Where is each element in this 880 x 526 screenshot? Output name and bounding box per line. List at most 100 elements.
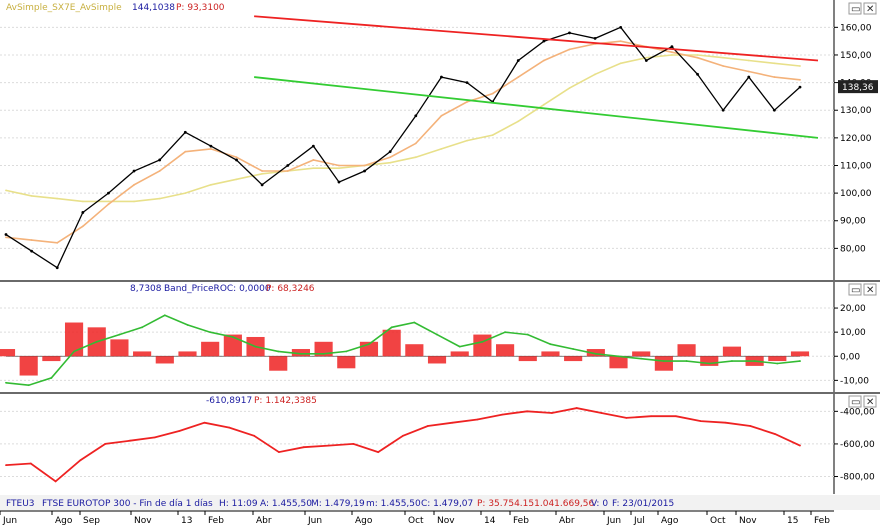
moving-average-slow-point <box>56 197 59 200</box>
x-tick-label: Feb <box>513 516 529 526</box>
roc-bar <box>42 356 61 362</box>
roc-header-indicator: Band_PriceROC: 0,0000 <box>164 284 271 294</box>
x-tick-label: Jun <box>2 516 17 526</box>
price-point <box>363 169 366 173</box>
moving-average-slow-point <box>414 156 417 159</box>
price-point <box>798 85 802 89</box>
x-axis: Jun Ago Sep Nov 13 Feb Abr Jun Ago Oct Nov 14 Feb Abr… <box>0 511 830 526</box>
axis-layer: 80,0090,00100,00110,00120,00130,00140,00… <box>834 23 875 483</box>
moving-average-slow-point <box>5 189 7 192</box>
moving-average-fast-point <box>517 76 520 78</box>
roc-close-button[interactable]: ✕ <box>863 283 877 296</box>
moving-average-fast-point <box>568 48 571 51</box>
price-tick-label: 120,00 <box>840 134 872 144</box>
x-tick-label: Abr <box>256 516 272 526</box>
moving-average-slow-point <box>312 167 315 170</box>
moving-average-slow-point <box>30 194 33 197</box>
price-tick-label: 80,00 <box>840 244 866 254</box>
moving-average-slow-point <box>619 62 622 65</box>
roc-band-point <box>458 345 461 348</box>
roc-band-point <box>50 377 53 379</box>
roc-band-point <box>141 326 144 329</box>
roc-band-point <box>209 331 212 334</box>
expand-icon: ▭ <box>851 4 860 15</box>
roc-bar <box>64 322 84 357</box>
price-point <box>235 158 238 162</box>
roc-bar <box>133 351 152 357</box>
roc-bar <box>768 356 787 362</box>
trendline-upper <box>254 15 819 62</box>
roc-band-point <box>95 340 98 343</box>
moving-average-slow-point <box>184 192 187 195</box>
close-icon: ✕ <box>866 285 874 296</box>
roc-tick-label: -10,00 <box>840 376 869 386</box>
price-tick-label: 130,00 <box>840 106 872 116</box>
bottom-point <box>29 462 32 465</box>
roc-bar <box>586 349 605 357</box>
roc-bar <box>0 349 16 357</box>
roc-band-point <box>617 355 620 358</box>
roc-band-point <box>504 331 506 334</box>
roc-band-point <box>481 340 484 343</box>
price-point <box>132 169 136 173</box>
price-point <box>440 75 443 79</box>
moving-average-slow-point <box>594 73 596 76</box>
moving-average-fast-point <box>184 150 187 153</box>
price-point <box>337 180 341 184</box>
expand-icon: ▭ <box>851 285 860 296</box>
status-open: A: 1.455,50 <box>260 499 312 509</box>
roc-band-point <box>594 352 597 355</box>
grid-layer <box>0 26 834 478</box>
bottom-point <box>799 444 801 447</box>
moving-average-slow-point <box>338 167 340 170</box>
bottom-point <box>426 425 429 427</box>
bottom-expand-button[interactable]: ▭ <box>848 395 862 408</box>
roc-bar <box>564 356 583 362</box>
x-tick-label: Jul <box>633 516 645 526</box>
price-header-value: 144,1038 <box>132 3 175 13</box>
bottom-point <box>253 434 256 437</box>
status-high: H: 11:09 <box>219 499 258 509</box>
roc-expand-button[interactable]: ▭ <box>848 283 862 296</box>
roc-band-point <box>572 348 575 350</box>
roc-bar <box>609 356 628 369</box>
roc-band-point <box>27 384 30 387</box>
bottom-header-value: -610,8917 <box>206 396 252 406</box>
moving-average-fast-point <box>363 164 366 167</box>
close-icon: ✕ <box>866 397 874 408</box>
moving-average-slow-point <box>542 103 545 106</box>
status-ticker: FTEU3 <box>6 499 35 509</box>
roc-band-point <box>799 360 801 362</box>
roc-header-value: 8,7308 <box>130 284 162 294</box>
moving-average-fast-point <box>619 40 622 43</box>
bottom-point <box>600 412 603 414</box>
bottom-point <box>228 426 231 429</box>
bottom-tick-label: -800,00 <box>840 473 875 483</box>
roc-band-point <box>413 321 416 324</box>
status-volume: V: 0 <box>591 499 608 509</box>
roc-band-line <box>5 314 801 387</box>
status-p-volume: P: 35.754.151.041.669,56 <box>477 499 595 509</box>
roc-bar <box>473 334 492 357</box>
bottom-point <box>749 425 752 427</box>
roc-bar <box>223 334 242 357</box>
moving-average-fast-point <box>312 159 315 161</box>
price-close-button[interactable]: ✕ <box>863 2 877 15</box>
moving-average-slow-line <box>5 54 801 203</box>
roc-band-point <box>186 324 189 326</box>
moving-average-slow-point <box>517 120 520 123</box>
roc-band-point <box>231 336 234 338</box>
price-point <box>644 59 648 62</box>
price-expand-button[interactable]: ▭ <box>848 2 862 15</box>
moving-average-fast-point <box>261 170 264 172</box>
roc-bar <box>518 356 537 362</box>
moving-average-slow-point <box>235 178 238 181</box>
bottom-close-button[interactable]: ✕ <box>863 395 877 408</box>
moving-average-fast-point <box>696 56 699 59</box>
x-tick-label: Feb <box>814 516 830 526</box>
price-point <box>209 144 213 148</box>
close-icon: ✕ <box>866 4 874 15</box>
bottom-point <box>352 443 355 445</box>
price-point <box>670 45 674 49</box>
moving-average-slow-point <box>799 65 801 67</box>
